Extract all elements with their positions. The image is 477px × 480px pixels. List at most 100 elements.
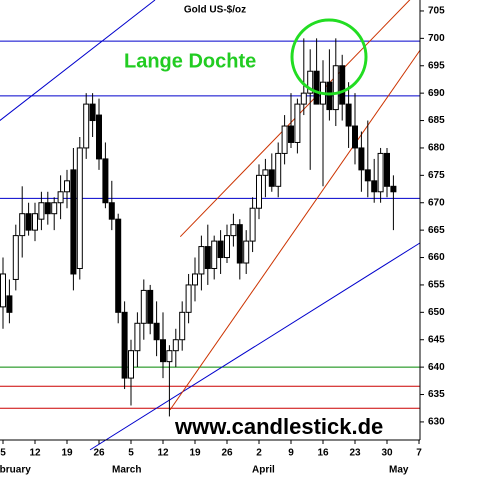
x-tick-label: 12 <box>29 448 41 459</box>
candle-body <box>358 147 365 171</box>
trend-line <box>89 242 421 451</box>
candle-body <box>115 218 122 313</box>
watermark: www.candlestick.de <box>174 414 383 439</box>
candle-body <box>160 339 166 363</box>
candle-body <box>185 284 192 313</box>
candle-body <box>377 152 384 193</box>
candle-body <box>38 202 45 220</box>
candle-body <box>121 311 128 379</box>
y-tick-label: 665 <box>428 225 445 236</box>
candle-body <box>224 235 230 259</box>
candle-body <box>390 185 397 193</box>
x-tick-label: 16 <box>317 448 329 459</box>
y-tick-label: 685 <box>428 115 445 126</box>
candle-body <box>236 224 243 264</box>
trend-line <box>169 49 421 411</box>
candle-body <box>300 92 307 105</box>
month-label: May <box>389 465 409 476</box>
candle-body <box>364 169 371 182</box>
x-tick-label: 26 <box>93 448 105 459</box>
x-tick-label: 12 <box>157 448 169 459</box>
y-tick-label: 645 <box>428 334 445 345</box>
candle-body <box>44 202 51 215</box>
candle-body <box>268 169 275 187</box>
candle-body <box>153 322 160 341</box>
plot-content <box>0 0 421 451</box>
candle-body <box>64 180 70 193</box>
x-tick-label: 9 <box>288 448 294 459</box>
candle-body <box>147 289 154 324</box>
candle-body <box>345 103 352 127</box>
candle-body <box>96 114 102 160</box>
candle-body <box>51 202 58 215</box>
candle-body <box>32 213 38 231</box>
x-tick-label: 23 <box>349 448 361 459</box>
candle-body <box>230 224 237 237</box>
month-label: March <box>112 465 141 476</box>
y-tick-label: 695 <box>428 60 445 71</box>
candle-body <box>70 169 77 275</box>
candle-body <box>102 158 109 204</box>
y-tick-label: 690 <box>428 88 445 99</box>
x-tick-label: 2 <box>256 448 262 459</box>
candle-body <box>262 169 269 176</box>
candle-body <box>384 152 390 187</box>
x-tick-label: 19 <box>61 448 73 459</box>
candle-body <box>332 65 339 111</box>
candle-body <box>128 350 134 379</box>
x-tick-label: 5 <box>0 448 6 459</box>
candle-body <box>217 240 224 259</box>
y-tick-label: 660 <box>428 252 445 263</box>
y-tick-label: 705 <box>428 6 445 17</box>
x-tick-label: 30 <box>381 448 393 459</box>
x-tick-label: 7 <box>416 448 422 459</box>
candle-body <box>134 322 141 352</box>
candle-body <box>326 81 333 111</box>
candle-body <box>166 350 173 363</box>
y-tick-label: 675 <box>428 170 445 181</box>
candle-body <box>288 125 294 143</box>
month-label: April <box>252 465 275 476</box>
candle-body <box>281 125 288 154</box>
candle-body <box>89 103 96 122</box>
candle-body <box>313 70 320 105</box>
candle-body <box>352 125 358 149</box>
y-tick-label: 680 <box>428 143 445 154</box>
y-tick-label: 670 <box>428 197 445 208</box>
y-tick-label: 630 <box>428 417 445 428</box>
candle-body <box>243 240 250 264</box>
y-tick-label: 655 <box>428 280 445 291</box>
candle-body <box>108 202 115 220</box>
candle-body <box>57 191 64 204</box>
candle-body <box>275 152 282 187</box>
candle-body <box>192 273 198 286</box>
candle-body <box>198 246 205 275</box>
candle-body <box>249 207 256 242</box>
candle-body <box>6 295 13 313</box>
candle-body <box>12 235 19 280</box>
candle-body <box>339 65 346 105</box>
candle-body <box>25 213 32 231</box>
y-tick-label: 700 <box>428 33 445 44</box>
candle-body <box>307 70 314 94</box>
annotation: Lange Dochte <box>124 50 256 72</box>
y-tick-label: 635 <box>428 389 445 400</box>
candle-body <box>204 246 211 269</box>
chart-title: Gold US-$/oz <box>184 5 246 16</box>
y-tick-label: 640 <box>428 362 445 373</box>
y-tick-label: 650 <box>428 307 445 318</box>
x-tick-label: 5 <box>128 448 134 459</box>
trend-line <box>0 0 156 121</box>
candle-body <box>172 339 179 352</box>
candle-body <box>211 240 218 269</box>
candle-body <box>19 213 26 237</box>
candle-body <box>179 311 186 341</box>
candle-body <box>371 180 378 193</box>
x-tick-label: 19 <box>189 448 201 459</box>
candle-body <box>83 103 90 149</box>
highlight-circle <box>290 18 368 96</box>
candle-body <box>140 289 147 324</box>
month-label: February <box>0 465 31 476</box>
candle-body <box>0 273 6 308</box>
